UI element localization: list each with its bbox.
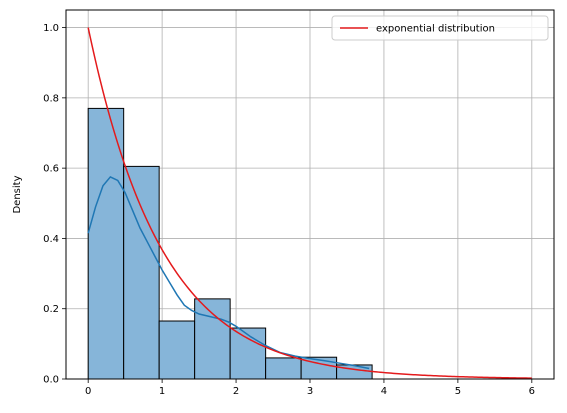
ticks: 0 1 2 3 4 5 6 0.0 0.2 0.4 0.6 0.8 1.0 bbox=[43, 23, 535, 397]
y-axis-label: Density bbox=[12, 175, 23, 213]
lines bbox=[87, 27, 532, 379]
legend-entry-label: exponential distribution bbox=[376, 24, 495, 35]
x-tick-label: 6 bbox=[529, 386, 535, 397]
kde-curve bbox=[87, 176, 370, 370]
histogram-bar bbox=[265, 357, 302, 380]
legend: exponential distribution bbox=[331, 15, 549, 41]
y-tick-label: 0.6 bbox=[43, 164, 59, 175]
y-tick-label: 0.0 bbox=[43, 375, 59, 386]
x-tick-label: 4 bbox=[381, 386, 387, 397]
histogram bbox=[87, 107, 373, 380]
histogram-bar bbox=[87, 107, 125, 380]
x-tick-label: 3 bbox=[307, 386, 313, 397]
exponential-distribution-line bbox=[87, 27, 532, 379]
y-tick-label: 0.8 bbox=[43, 93, 59, 104]
x-tick-label: 5 bbox=[455, 386, 461, 397]
legend-box bbox=[331, 15, 549, 41]
histogram-bar bbox=[194, 298, 231, 380]
x-tick-label: 0 bbox=[85, 386, 91, 397]
x-tick-label: 1 bbox=[159, 386, 165, 397]
y-tick-label: 0.4 bbox=[43, 234, 59, 245]
histogram-bar bbox=[123, 165, 160, 380]
histogram-bar bbox=[158, 320, 196, 380]
histogram-bar bbox=[229, 327, 267, 380]
x-tick-label: 2 bbox=[233, 386, 239, 397]
y-tick-label: 0.2 bbox=[43, 304, 59, 315]
y-tick-label: 1.0 bbox=[43, 23, 59, 34]
